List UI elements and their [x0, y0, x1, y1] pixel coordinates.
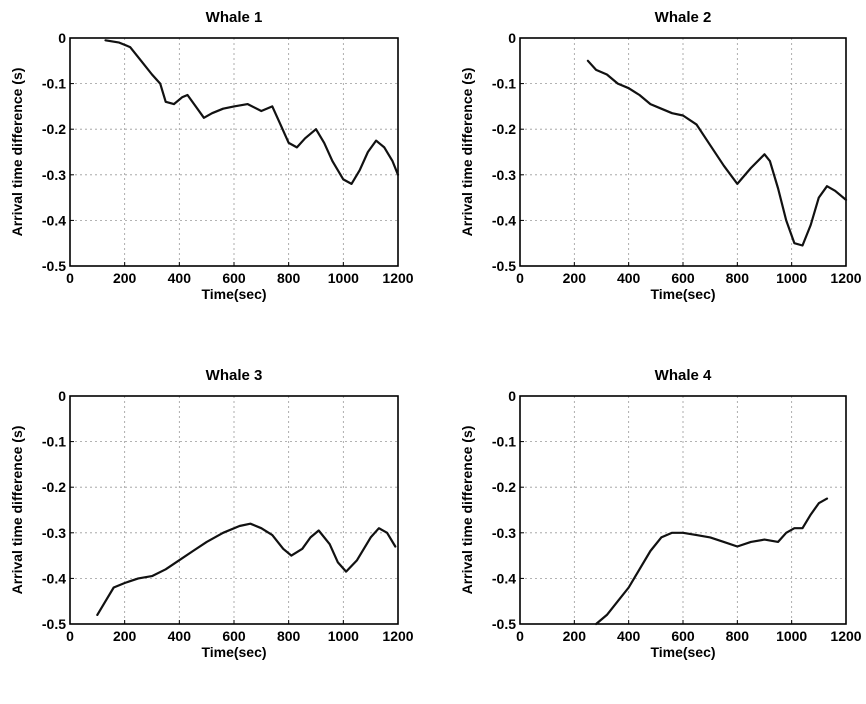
y-tick-label: -0.2 [42, 121, 66, 137]
y-tick-label: -0.4 [42, 212, 66, 228]
y-tick-label: 0 [58, 30, 66, 46]
y-tick-label: -0.5 [42, 258, 66, 274]
chart-panel-2: 0 200 400 600 800 1000 1200 0 -0.1 -0.2 -0.3 -0.4 -0… [459, 9, 862, 302]
y-tick-label: -0.3 [492, 167, 516, 183]
y-tick-label: 0 [58, 388, 66, 404]
series-line [96, 522, 397, 617]
x-tick-label: 400 [617, 270, 641, 286]
x-tick-label: 1000 [328, 628, 359, 644]
plot-frame [69, 37, 399, 267]
chart-panel-1: 0 200 400 600 800 1000 1200 0 -0.1 -0.2 -0.3 -0.4 -0… [9, 9, 414, 302]
x-axis-label: Time(sec) [650, 644, 715, 660]
chart-panel-4: 0 200 400 600 800 1000 1200 0 -0.1 -0.2 -0.3 -0.4 -0… [459, 367, 862, 660]
x-tick-label: 0 [66, 628, 74, 644]
x-tick-label: 0 [516, 270, 524, 286]
x-tick-label: 800 [277, 270, 301, 286]
series-line [104, 39, 400, 185]
y-tick-label: -0.1 [42, 434, 66, 450]
y-axis-label: Arrival time difference (s) [459, 68, 475, 237]
y-tick-label: 0 [508, 388, 516, 404]
y-tick-label: -0.2 [42, 479, 66, 495]
x-tick-label: 200 [563, 628, 587, 644]
y-axis-label: Arrival time difference (s) [9, 426, 25, 595]
y-tick-label: 0 [508, 30, 516, 46]
y-tick-label: -0.5 [492, 258, 516, 274]
y-axis-label: Arrival time difference (s) [9, 68, 25, 237]
chart-title: Whale 2 [655, 9, 712, 26]
y-tick-label: -0.4 [42, 570, 66, 586]
y-axis-label: Arrival time difference (s) [459, 426, 475, 595]
y-tick-label: -0.1 [492, 76, 516, 92]
x-tick-label: 600 [222, 628, 246, 644]
x-tick-label: 1000 [776, 628, 807, 644]
chart-title: Whale 4 [655, 367, 712, 384]
x-tick-label: 400 [168, 628, 192, 644]
x-tick-label: 0 [516, 628, 524, 644]
y-tick-label: -0.4 [492, 212, 516, 228]
y-tick-label: -0.2 [492, 121, 516, 137]
x-tick-label: 400 [168, 270, 192, 286]
x-tick-label: 200 [113, 270, 137, 286]
plot-frame [519, 37, 847, 267]
x-tick-label: 1200 [830, 628, 861, 644]
x-axis-label: Time(sec) [650, 286, 715, 302]
y-tick-label: -0.4 [492, 570, 516, 586]
y-tick-label: -0.5 [42, 616, 66, 632]
y-tick-label: -0.5 [492, 616, 516, 632]
x-tick-label: 800 [726, 270, 750, 286]
plot-frame [519, 395, 847, 625]
x-tick-label: 400 [617, 628, 641, 644]
x-tick-label: 600 [671, 628, 695, 644]
x-axis-label: Time(sec) [201, 286, 266, 302]
plot-frame [69, 395, 399, 625]
x-tick-label: 200 [563, 270, 587, 286]
y-tick-label: -0.2 [492, 479, 516, 495]
x-tick-label: 1000 [328, 270, 359, 286]
y-tick-label: -0.1 [42, 76, 66, 92]
x-tick-label: 600 [222, 270, 246, 286]
y-tick-label: -0.3 [42, 167, 66, 183]
x-tick-label: 1000 [776, 270, 807, 286]
y-tick-label: -0.3 [42, 525, 66, 541]
x-tick-label: 1200 [830, 270, 861, 286]
y-tick-label: -0.1 [492, 434, 516, 450]
x-tick-label: 200 [113, 628, 137, 644]
y-tick-label: -0.3 [492, 525, 516, 541]
chart-title: Whale 3 [206, 367, 263, 384]
series-line [586, 59, 848, 247]
chart-panel-3: 0 200 400 600 800 1000 1200 0 -0.1 -0.2 -0.3 -0.4 -0… [9, 367, 414, 660]
x-tick-label: 1200 [382, 628, 413, 644]
series-line [594, 497, 829, 626]
x-tick-label: 800 [277, 628, 301, 644]
x-tick-label: 600 [671, 270, 695, 286]
x-tick-label: 800 [726, 628, 750, 644]
x-tick-label: 1200 [382, 270, 413, 286]
x-tick-label: 0 [66, 270, 74, 286]
x-axis-label: Time(sec) [201, 644, 266, 660]
chart-title: Whale 1 [206, 9, 263, 26]
